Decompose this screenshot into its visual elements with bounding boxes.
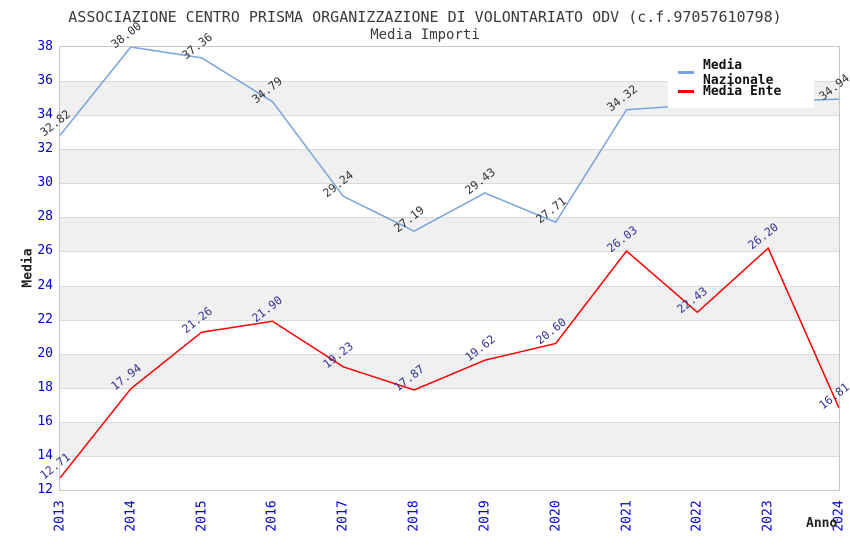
legend-item-media-ente: Media Ente <box>678 82 814 101</box>
y-tick-label: 12 <box>37 482 53 497</box>
gridline <box>60 319 839 321</box>
x-tick-label: 2015 <box>194 500 210 532</box>
x-tick-label: 2018 <box>406 500 422 532</box>
y-tick-label: 30 <box>37 175 53 191</box>
legend-label: Media Nazionale <box>703 57 774 88</box>
gridline <box>60 455 839 457</box>
y-tick-label: 18 <box>37 379 53 395</box>
plot-area <box>59 46 840 491</box>
x-tick-label: 2017 <box>335 500 351 532</box>
gridline <box>60 149 839 151</box>
y-tick-label: 32 <box>37 141 53 157</box>
legend-line-icon <box>678 71 694 74</box>
grid-band <box>60 455 839 490</box>
y-tick-label: 22 <box>37 311 53 327</box>
x-tick-label: 2023 <box>760 500 776 532</box>
grid-band <box>60 251 839 286</box>
grid-band <box>60 387 839 422</box>
gridline <box>60 183 839 185</box>
grid-band <box>60 115 839 150</box>
gridline <box>60 115 839 117</box>
gridline <box>60 251 839 253</box>
x-tick-label: 2021 <box>619 500 635 532</box>
grid-band <box>60 353 839 388</box>
y-tick-label: 36 <box>37 73 53 89</box>
grid-band <box>60 421 839 456</box>
y-tick-label: 34 <box>37 107 53 123</box>
gridline <box>60 285 839 287</box>
legend-label: Media Ente <box>703 84 782 99</box>
chart-title: ASSOCIAZIONE CENTRO PRISMA ORGANIZZAZION… <box>68 8 782 26</box>
series-line-media-ente <box>60 246 839 479</box>
x-axis-title: Anno <box>806 516 838 531</box>
chart-subtitle: Media Importi <box>370 27 480 43</box>
gridline <box>60 387 839 389</box>
x-tick-label: 2014 <box>123 500 139 532</box>
y-tick-label: 28 <box>37 209 53 225</box>
gridline <box>60 81 839 83</box>
legend-line-icon <box>678 90 694 93</box>
gridline <box>60 217 839 219</box>
y-tick-label: 24 <box>37 277 53 293</box>
grid-band <box>60 149 839 184</box>
y-tick-label: 20 <box>37 345 53 361</box>
y-tick-label: 16 <box>37 413 53 429</box>
x-tick-label: 2019 <box>477 500 493 532</box>
y-tick-label: 14 <box>37 447 53 463</box>
y-tick-label: 26 <box>37 243 53 259</box>
grid-band <box>60 319 839 354</box>
grid-band <box>60 217 839 252</box>
x-tick-label: 2016 <box>264 500 280 532</box>
x-tick-label: 2022 <box>689 500 705 532</box>
gridline <box>60 421 839 423</box>
legend-item-media-nazionale: Media Nazionale <box>678 58 814 88</box>
x-tick-label: 2013 <box>52 500 68 532</box>
x-tick-label: 2020 <box>548 500 564 532</box>
gridline <box>60 353 839 355</box>
y-tick-label: 38 <box>37 39 53 54</box>
legend: Media Nazionale Media Ente <box>668 57 814 108</box>
